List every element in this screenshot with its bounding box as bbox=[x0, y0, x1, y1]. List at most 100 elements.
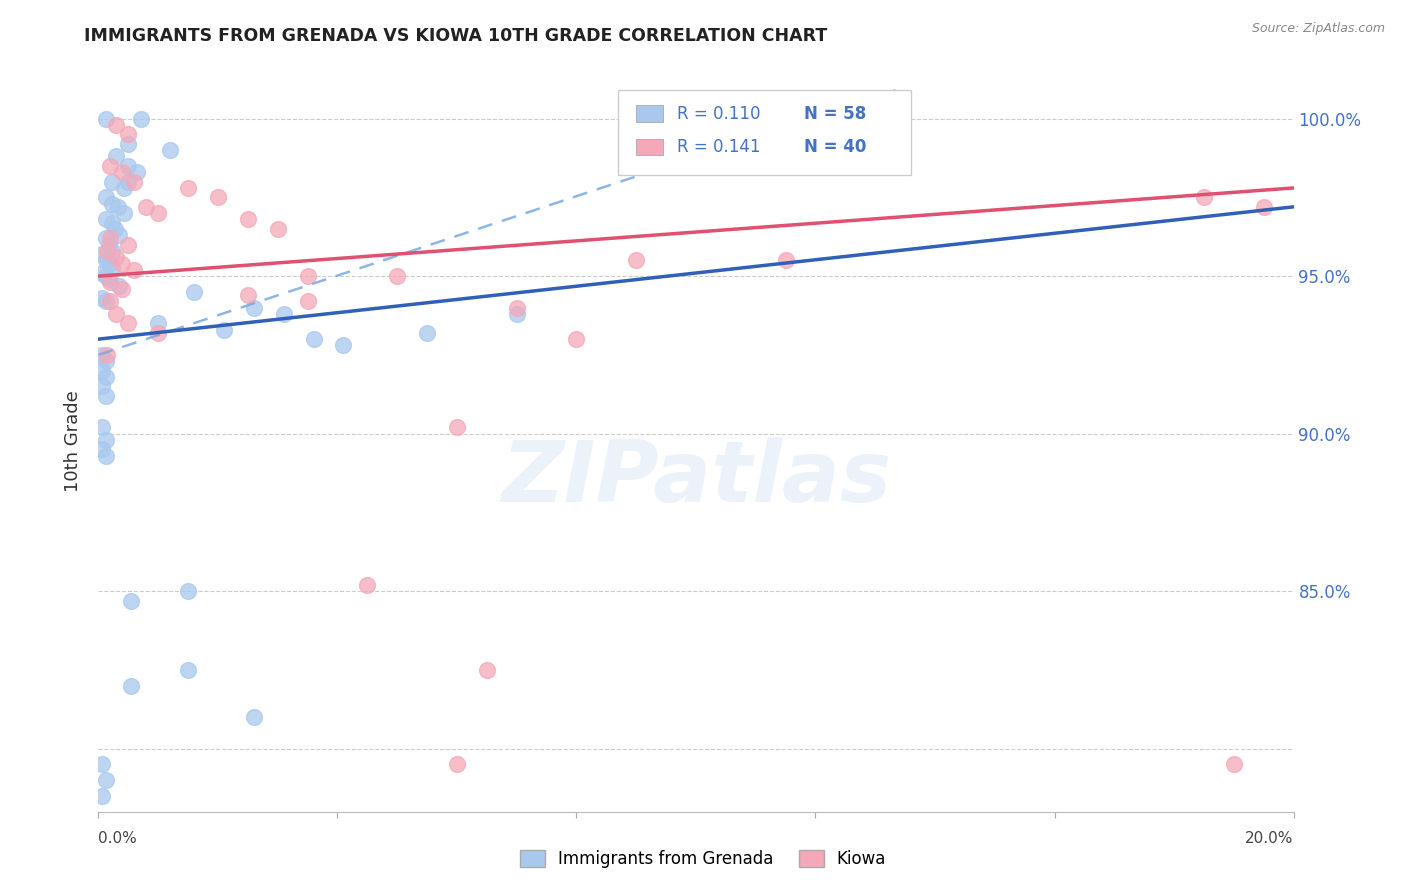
Point bbox=[94, 269, 117, 284]
Point bbox=[94, 354, 117, 368]
Point bbox=[120, 593, 142, 607]
Point bbox=[96, 244, 118, 258]
Point bbox=[94, 231, 117, 245]
Point bbox=[804, 112, 827, 126]
Point bbox=[98, 272, 121, 286]
Point bbox=[117, 175, 139, 189]
Point bbox=[236, 212, 259, 227]
Point bbox=[94, 449, 117, 463]
Point bbox=[104, 222, 127, 236]
Point bbox=[91, 442, 114, 457]
Point bbox=[159, 143, 181, 157]
Point bbox=[112, 206, 135, 220]
Point bbox=[94, 294, 117, 309]
Text: Source: ZipAtlas.com: Source: ZipAtlas.com bbox=[1251, 22, 1385, 36]
Point bbox=[1253, 200, 1275, 214]
Point bbox=[332, 338, 354, 352]
Point bbox=[177, 584, 200, 599]
Point bbox=[91, 757, 114, 772]
Point bbox=[94, 433, 117, 447]
Text: 20.0%: 20.0% bbox=[1246, 830, 1294, 846]
Point bbox=[183, 285, 205, 299]
Point bbox=[297, 294, 319, 309]
Text: N = 40: N = 40 bbox=[804, 138, 866, 156]
Point bbox=[117, 317, 139, 331]
Point bbox=[124, 263, 146, 277]
Point bbox=[108, 278, 131, 293]
Point bbox=[107, 200, 129, 214]
Point bbox=[117, 237, 139, 252]
Point bbox=[177, 663, 200, 677]
Point bbox=[506, 301, 529, 315]
Point bbox=[105, 149, 128, 163]
Point bbox=[775, 253, 797, 268]
Point bbox=[1223, 757, 1246, 772]
Point bbox=[98, 256, 121, 270]
Point bbox=[98, 294, 122, 309]
Point bbox=[94, 212, 117, 227]
FancyBboxPatch shape bbox=[637, 139, 662, 155]
Point bbox=[243, 710, 266, 724]
Point bbox=[475, 663, 498, 677]
Point bbox=[112, 181, 135, 195]
Y-axis label: 10th Grade: 10th Grade bbox=[65, 391, 83, 492]
Point bbox=[94, 773, 117, 788]
Point bbox=[100, 244, 122, 258]
Point bbox=[100, 260, 122, 274]
Text: R = 0.141: R = 0.141 bbox=[676, 138, 761, 156]
Point bbox=[297, 269, 319, 284]
Point bbox=[105, 307, 128, 321]
Point bbox=[131, 112, 153, 126]
Point bbox=[124, 175, 146, 189]
FancyBboxPatch shape bbox=[619, 90, 911, 175]
Point bbox=[94, 389, 117, 403]
Text: 0.0%: 0.0% bbox=[98, 830, 138, 846]
Point bbox=[446, 420, 468, 434]
Point bbox=[91, 348, 114, 362]
Point bbox=[91, 364, 114, 378]
Point bbox=[91, 266, 114, 280]
Point bbox=[1192, 190, 1215, 204]
Text: ZIPatlas: ZIPatlas bbox=[501, 437, 891, 520]
Point bbox=[416, 326, 439, 340]
Point bbox=[135, 200, 157, 214]
Text: R = 0.110: R = 0.110 bbox=[676, 104, 761, 122]
Point bbox=[91, 291, 114, 305]
Point bbox=[94, 112, 117, 126]
Point bbox=[273, 307, 295, 321]
Point bbox=[117, 159, 139, 173]
Point bbox=[236, 288, 259, 302]
Point bbox=[207, 190, 229, 204]
Text: IMMIGRANTS FROM GRENADA VS KIOWA 10TH GRADE CORRELATION CHART: IMMIGRANTS FROM GRENADA VS KIOWA 10TH GR… bbox=[84, 27, 828, 45]
Point bbox=[94, 370, 117, 384]
Point bbox=[105, 250, 128, 264]
Point bbox=[98, 159, 122, 173]
Point bbox=[148, 317, 170, 331]
Point bbox=[626, 253, 648, 268]
Point bbox=[91, 789, 114, 803]
Point bbox=[356, 578, 378, 592]
Point bbox=[243, 301, 266, 315]
Point bbox=[100, 196, 122, 211]
Point bbox=[120, 679, 142, 693]
Point bbox=[127, 165, 149, 179]
Point bbox=[117, 128, 139, 142]
Text: N = 58: N = 58 bbox=[804, 104, 866, 122]
Point bbox=[98, 276, 122, 290]
Point bbox=[148, 326, 170, 340]
Point bbox=[108, 228, 131, 243]
Point bbox=[98, 237, 121, 252]
Point bbox=[91, 420, 114, 434]
Point bbox=[117, 136, 139, 151]
Point bbox=[111, 165, 134, 179]
Point bbox=[111, 256, 134, 270]
Point bbox=[91, 247, 114, 261]
Point bbox=[91, 379, 114, 393]
Point bbox=[111, 282, 134, 296]
Point bbox=[302, 332, 325, 346]
Point bbox=[506, 307, 529, 321]
Point bbox=[565, 332, 588, 346]
Point bbox=[98, 231, 122, 245]
Point bbox=[148, 206, 170, 220]
Point bbox=[267, 222, 290, 236]
